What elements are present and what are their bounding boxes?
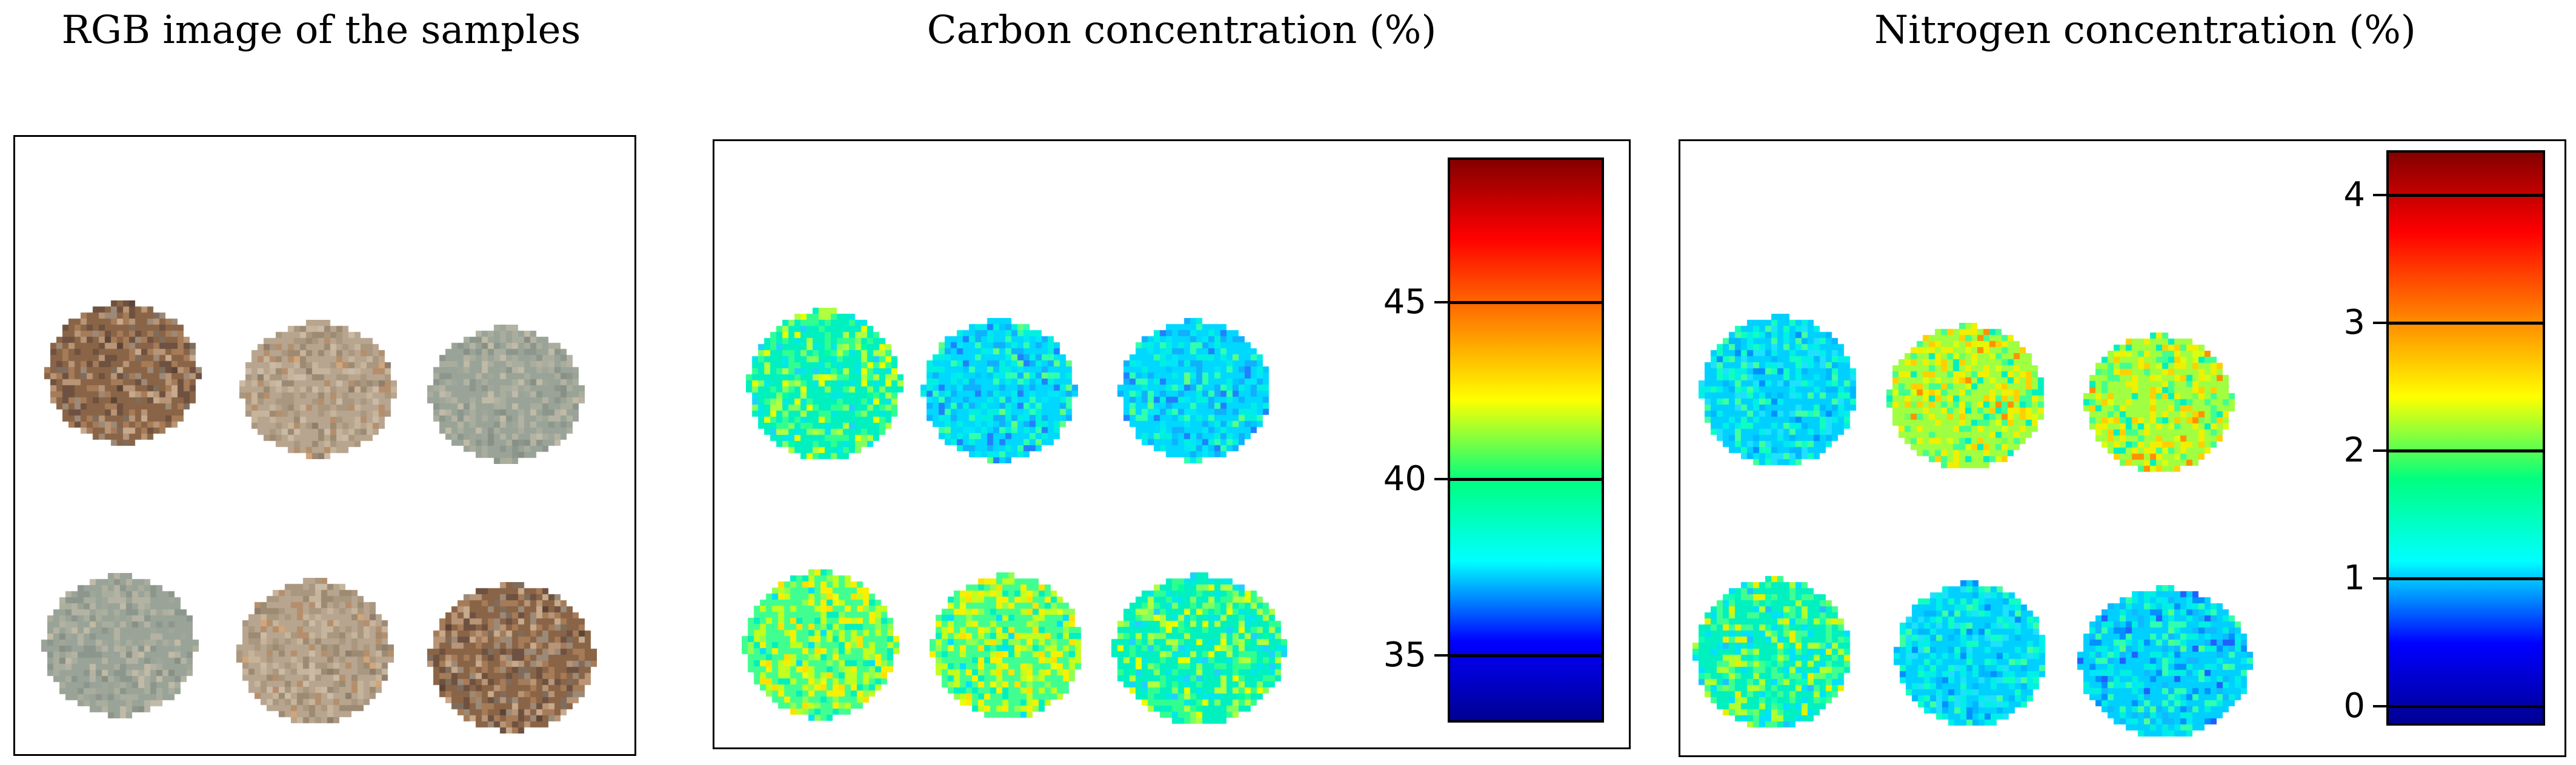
carbon-sample-5: [930, 572, 1084, 721]
colorbar-tick-label: 0: [2343, 686, 2365, 726]
carbon-sample-4: [742, 569, 899, 721]
carbon-sample-6: [1111, 572, 1287, 727]
rgb-sample-6: [427, 582, 597, 734]
colorbar-tick-mark: [2373, 449, 2386, 452]
colorbar-tick-label: 3: [2343, 303, 2365, 342]
colorbar-tick-label: 2: [2343, 431, 2365, 471]
nitrogen-panel-title: Nitrogen concentration (%): [1874, 8, 2416, 53]
colorbar-tick-line: [1448, 654, 1604, 658]
colorbar-tick-line: [1448, 477, 1604, 481]
colorbar-tick-mark: [2373, 577, 2386, 580]
colorbar-tick-line: [2386, 322, 2545, 325]
colorbar-tick-mark: [2373, 193, 2386, 196]
nitrogen-sample-3: [2083, 333, 2235, 475]
carbon-panel-title: Carbon concentration (%): [927, 8, 1437, 53]
colorbar-tick-label: 45: [1383, 282, 1426, 322]
carbon-sample-2: [920, 318, 1078, 463]
nitrogen-colorbar: 4 3 2 1 0: [2343, 150, 2545, 726]
colorbar-tick-mark: [1434, 654, 1448, 657]
colorbar-tick-line: [1448, 301, 1604, 305]
rgb-sample-1: [44, 300, 202, 446]
nitrogen-sample-5: [1894, 580, 2048, 729]
nitrogen-sample-6: [2077, 585, 2253, 740]
carbon-map-panel: 45 40 35: [713, 139, 1631, 749]
carbon-sample-3: [1117, 318, 1272, 463]
colorbar-tick-mark: [1434, 301, 1448, 304]
nitrogen-sample-4: [1692, 576, 1853, 730]
nitrogen-map-panel: 4 3 2 1 0: [1679, 139, 2566, 757]
colorbar-tick-label: 35: [1383, 635, 1426, 675]
rgb-sample-3: [427, 325, 585, 464]
colorbar-tick-label: 1: [2343, 558, 2365, 598]
rgb-sample-5: [236, 578, 394, 726]
colorbar-tick-line: [2386, 193, 2545, 197]
colorbar-tick-line: [2386, 705, 2545, 709]
rgb-sample-4: [41, 573, 199, 718]
colorbar-tick-label: 40: [1383, 459, 1426, 498]
rgb-image-panel: [13, 135, 636, 756]
colorbar-tick-mark: [2373, 322, 2386, 324]
nitrogen-sample-2: [1886, 323, 2047, 471]
colorbar-tick-mark: [2373, 705, 2386, 708]
carbon-sample-1: [746, 308, 904, 462]
colorbar-tick-label: 4: [2343, 174, 2365, 214]
colorbar-tick-line: [2386, 449, 2545, 453]
rgb-sample-2: [239, 320, 397, 459]
nitrogen-sample-1: [1699, 314, 1859, 468]
colorbar-tick-line: [2386, 577, 2545, 581]
carbon-colorbar: 45 40 35: [1383, 157, 1604, 723]
rgb-panel-title: RGB image of the samples: [61, 8, 581, 53]
colorbar-tick-mark: [1434, 477, 1448, 480]
